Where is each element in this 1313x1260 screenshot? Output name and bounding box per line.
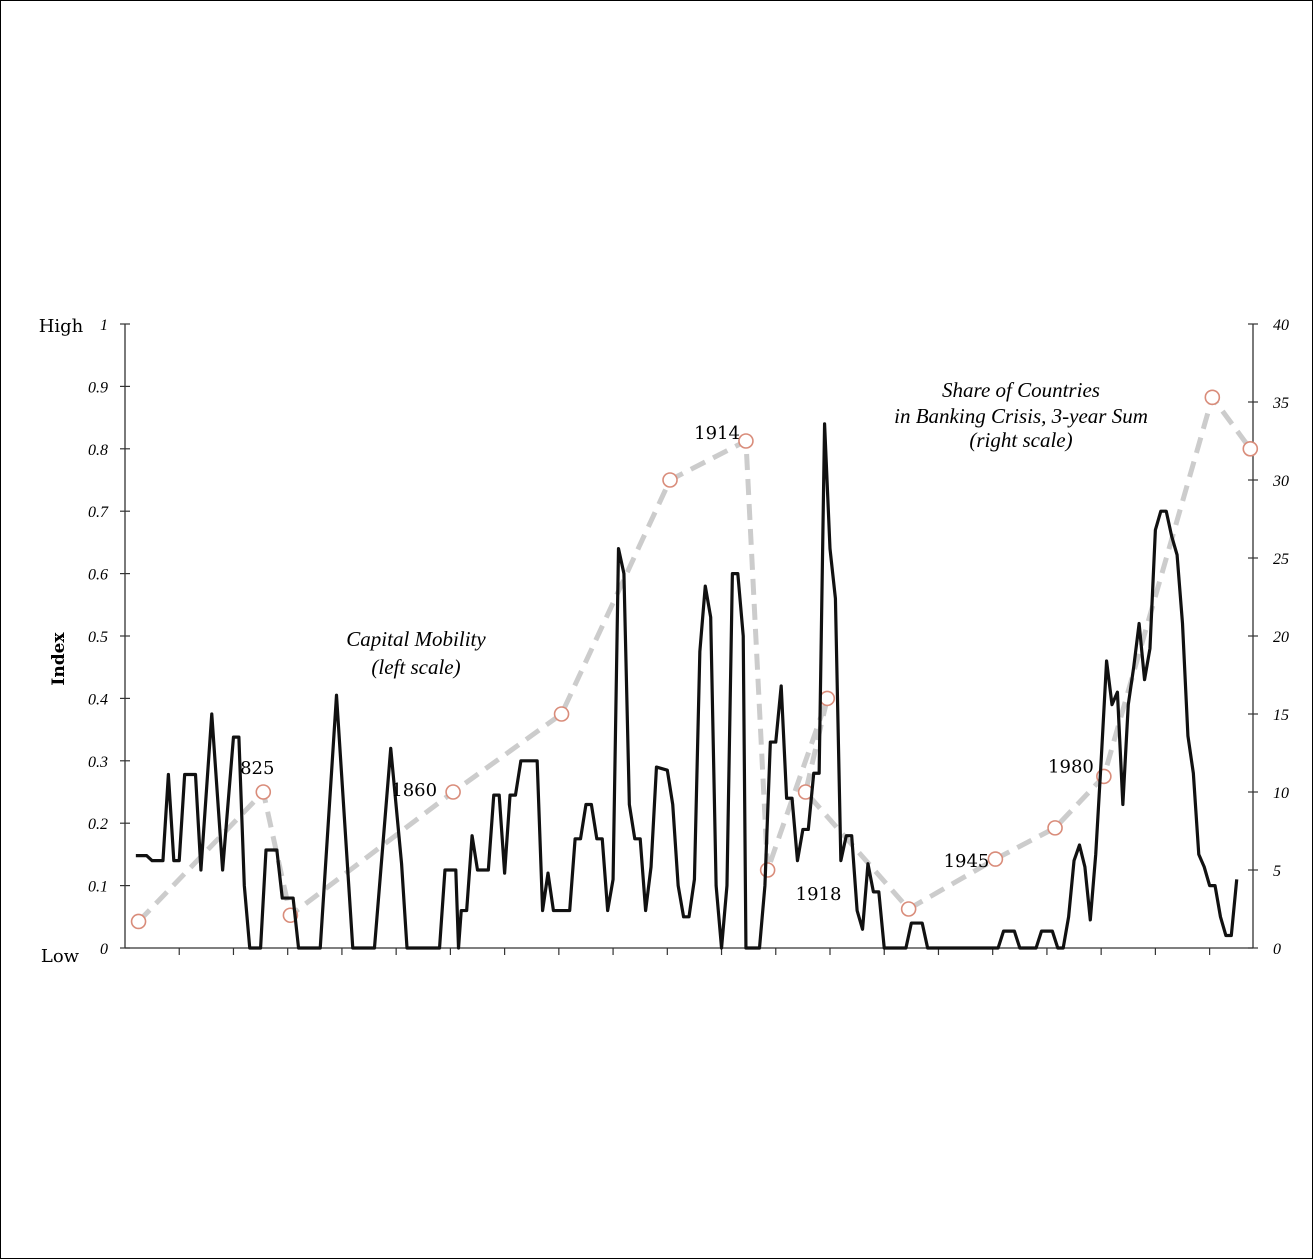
low-label: Low bbox=[41, 946, 80, 967]
left-tick-label: 0.1 bbox=[88, 879, 108, 896]
year-annotation: 825 bbox=[240, 758, 274, 779]
left-tick-label: 1 bbox=[100, 317, 108, 334]
right-tick-label: 0 bbox=[1273, 941, 1281, 958]
banking-crisis-line bbox=[136, 394, 1253, 924]
banking-crisis-marker bbox=[900, 901, 917, 917]
right-tick-label: 20 bbox=[1273, 629, 1289, 646]
banking-crisis-marker bbox=[987, 851, 1004, 867]
year-annotation: 1980 bbox=[1048, 756, 1094, 777]
capital-mobility-label-line1: Capital Mobility bbox=[346, 627, 486, 651]
capital-mobility-label-line2: (left scale) bbox=[371, 655, 460, 679]
banking-crisis-marker bbox=[445, 784, 461, 800]
banking-crisis-marker bbox=[738, 433, 754, 449]
left-tick-label: 0.4 bbox=[88, 691, 108, 708]
banking-crisis-marker bbox=[130, 913, 147, 930]
year-annotations: 825 1860 1914 1918 1945 1980 bbox=[240, 423, 1094, 905]
left-tick-label: 0.3 bbox=[88, 754, 108, 771]
right-tick-label: 15 bbox=[1273, 707, 1289, 724]
right-tick-label: 35 bbox=[1272, 395, 1289, 412]
right-tick-label: 5 bbox=[1273, 863, 1281, 880]
right-tick-label: 30 bbox=[1272, 473, 1289, 490]
banking-crisis-marker bbox=[1204, 389, 1221, 406]
banking-crisis-marker bbox=[1047, 820, 1063, 836]
year-annotation: 1914 bbox=[694, 423, 740, 444]
left-tick-label: 0 bbox=[100, 941, 108, 958]
year-annotation: 1945 bbox=[944, 851, 990, 872]
banking-crisis-marker bbox=[759, 862, 776, 878]
y-axis-title: Index bbox=[49, 632, 69, 686]
year-annotation: 1918 bbox=[796, 884, 842, 905]
left-tick-label: 0.8 bbox=[88, 442, 108, 459]
banking-crisis-marker bbox=[819, 690, 836, 707]
capital-mobility-series bbox=[135, 422, 1239, 950]
left-tick-label: 0.6 bbox=[88, 567, 108, 584]
banking-crisis-label-line3: (right scale) bbox=[969, 428, 1072, 452]
left-tick-label: 0.7 bbox=[88, 504, 109, 521]
banking-crisis-marker bbox=[1242, 440, 1259, 457]
chart-labels: Index High Low Capital Mobility (left sc… bbox=[39, 316, 1148, 967]
year-annotation: 1860 bbox=[391, 780, 437, 801]
left-tick-label: 0.2 bbox=[88, 816, 108, 833]
high-label: High bbox=[39, 316, 84, 337]
banking-crisis-marker bbox=[255, 784, 272, 800]
left-tick-label: 0.9 bbox=[88, 379, 108, 396]
right-tick-label: 10 bbox=[1273, 785, 1289, 802]
right-tick-label: 25 bbox=[1273, 551, 1289, 568]
banking-crisis-label-line2: in Banking Crisis, 3-year Sum bbox=[894, 404, 1148, 428]
banking-crisis-marker bbox=[553, 706, 570, 722]
right-tick-label: 40 bbox=[1273, 317, 1289, 334]
capital-mobility-line bbox=[135, 422, 1239, 950]
banking-crisis-label-line1: Share of Countries bbox=[942, 378, 1100, 402]
left-tick-label: 0.5 bbox=[88, 629, 108, 646]
banking-crisis-marker bbox=[662, 472, 678, 488]
banking-crisis-series bbox=[130, 389, 1259, 930]
